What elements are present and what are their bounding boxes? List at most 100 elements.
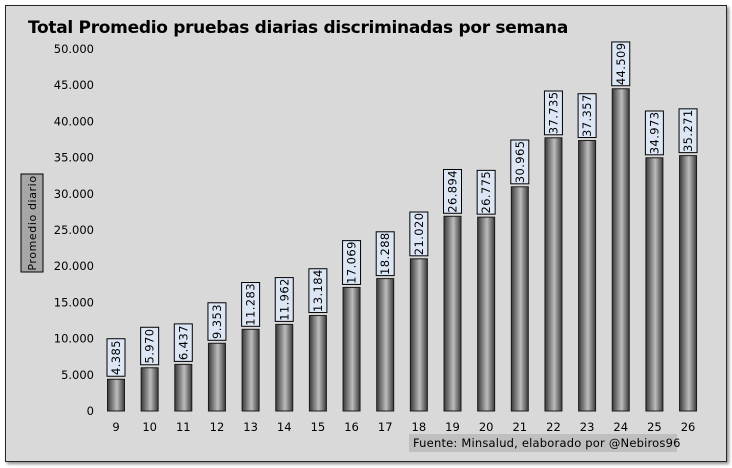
data-label: 6.437 (173, 323, 193, 362)
x-tick-label: 12 (210, 420, 225, 434)
data-label: 4.385 (106, 338, 126, 377)
y-axis-ticks: 0 5.000 10.000 15.000 20.000 25.000 30.000 35.0… (54, 42, 94, 418)
x-tick-label: 24 (613, 420, 628, 434)
y-axis-label: Promedio diario (26, 175, 39, 270)
data-label-box (510, 139, 530, 185)
x-tick-label: 26 (681, 420, 696, 434)
x-tick-label: 22 (546, 420, 561, 434)
x-tick-label: 23 (580, 420, 595, 434)
bar (510, 186, 529, 412)
data-labels: 4.385 5.970 6.437 9.353 11.283 11.962 13.184 17… (106, 41, 698, 377)
data-label: 5.970 (140, 326, 160, 366)
bar (645, 157, 664, 412)
bar (241, 328, 260, 412)
data-label-box (308, 268, 328, 314)
data-label-text: 34.973 (647, 112, 661, 155)
data-label-box (543, 90, 563, 136)
data-label-text: 4.385 (109, 340, 123, 375)
x-tick-label: 10 (142, 420, 157, 434)
x-tick-label: 20 (479, 420, 494, 434)
bar (578, 140, 597, 412)
data-label: 11.283 (241, 282, 261, 327)
chart-container: Total Promedio pruebas diarias discrimin… (5, 5, 727, 462)
data-label-text: 35.271 (681, 109, 695, 152)
bar-chart: Total Promedio pruebas diarias discrimin… (20, 18, 698, 452)
data-label-text: 21.020 (412, 213, 426, 256)
data-label: 26.775 (476, 169, 496, 215)
data-label: 34.973 (644, 110, 664, 156)
y-tick-label: 20.000 (54, 259, 94, 273)
data-label-box (577, 93, 597, 139)
y-tick-label: 40.000 (54, 114, 94, 128)
data-label-box (342, 240, 362, 285)
bar (409, 258, 428, 412)
bar (679, 155, 698, 412)
bar (477, 216, 496, 412)
x-tick-label: 15 (311, 420, 326, 434)
x-tick-label: 16 (344, 420, 359, 434)
data-label-box (274, 277, 294, 322)
bar (275, 323, 294, 412)
x-tick-label: 25 (647, 420, 662, 434)
data-label: 30.965 (510, 139, 530, 185)
source-note: Fuente: Minsalud, elaborado por @Nebiros… (409, 434, 681, 452)
y-tick-label: 45.000 (54, 78, 94, 92)
y-tick-label: 35.000 (54, 151, 94, 165)
data-label-text: 26.775 (479, 171, 493, 214)
chart-title: Total Promedio pruebas diarias discrimin… (28, 18, 568, 38)
data-label-box (443, 168, 462, 214)
data-label-box (173, 323, 193, 362)
data-label-box (678, 108, 698, 154)
y-tick-label: 25.000 (54, 223, 94, 237)
data-label-text: 6.437 (176, 325, 190, 360)
data-label-box (409, 211, 429, 257)
data-label-box (140, 326, 160, 366)
x-tick-label: 18 (412, 420, 427, 434)
x-tick-label: 11 (176, 420, 191, 434)
data-label-text: 18.288 (378, 232, 392, 275)
x-tick-label: 14 (277, 420, 292, 434)
bar (107, 378, 125, 412)
data-label-box (644, 110, 664, 156)
data-label-text: 17.069 (345, 241, 359, 284)
data-label-text: 44.509 (614, 43, 628, 86)
data-label: 21.020 (409, 211, 429, 257)
data-label-text: 37.735 (546, 92, 560, 135)
y-tick-label: 30.000 (54, 187, 94, 201)
x-tick-label: 19 (445, 420, 460, 434)
bar (611, 88, 630, 412)
y-tick-label: 5.000 (61, 368, 94, 382)
y-axis-label-box: Promedio diario (20, 173, 44, 273)
x-axis-ticks: 9 10 11 12 13 14 15 16 17 18 19 20 21 22 23 24 25 26 (112, 420, 695, 434)
bar (207, 342, 226, 412)
data-label-box (476, 169, 496, 215)
data-label: 37.357 (577, 93, 597, 139)
x-tick-label: 17 (378, 420, 393, 434)
data-label: 17.069 (342, 240, 362, 285)
bar (174, 363, 193, 412)
bar (376, 278, 395, 412)
bar (342, 286, 361, 412)
bar-series (107, 88, 698, 412)
data-label: 13.184 (308, 268, 328, 314)
data-label-box (106, 338, 126, 377)
data-label-text: 11.283 (244, 283, 258, 326)
data-label-text: 26.894 (446, 170, 460, 213)
data-label-box (611, 41, 631, 87)
bar (544, 137, 563, 412)
data-label: 9.353 (207, 302, 227, 341)
data-label: 11.962 (274, 277, 294, 322)
data-label: 37.735 (543, 90, 563, 136)
data-label-box (375, 231, 395, 277)
source-text: Fuente: Minsalud, elaborado por @Nebiros… (413, 436, 681, 450)
data-label: 18.288 (375, 231, 395, 277)
data-label-text: 13.184 (311, 269, 325, 312)
data-label-text: 9.353 (210, 304, 224, 339)
x-tick-label: 9 (112, 420, 119, 434)
data-label: 35.271 (678, 108, 698, 154)
bar (443, 215, 462, 412)
data-label-text: 30.965 (513, 141, 527, 184)
data-label-text: 5.970 (143, 329, 157, 364)
y-tick-label: 15.000 (54, 295, 94, 309)
x-tick-label: 21 (512, 420, 527, 434)
